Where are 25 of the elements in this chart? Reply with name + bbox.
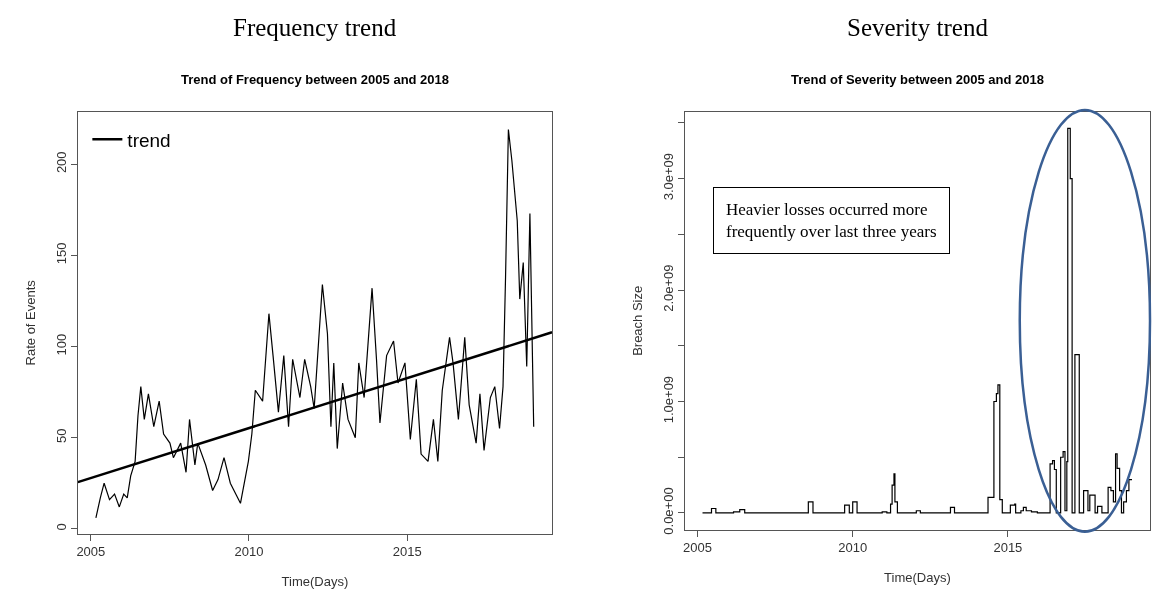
y-tick-label: 2.0e+09 — [660, 264, 676, 312]
chart-subtitle: Trend of Severity between 2005 and 2018 — [791, 72, 1044, 87]
chart-title: Severity trend — [847, 14, 989, 41]
y-tick-label: 3.0e+09 — [660, 152, 676, 201]
y-tick-label: 1.0e+09 — [660, 375, 676, 424]
x-tick-label: 2005 — [683, 540, 712, 556]
annotation: Heavier losses occurred more frequently over last three years — [726, 200, 937, 242]
chart-title: Frequency trend — [233, 14, 397, 41]
x-tick-label: 2015 — [392, 544, 422, 560]
legend-label: trend — [127, 129, 171, 151]
y-axis-title: Breach Size — [629, 285, 645, 356]
y-tick-label: 0.0e+00 — [660, 487, 676, 535]
x-axis-title: Time(Days) — [281, 573, 349, 589]
y-axis-title: Rate of Events — [22, 279, 38, 366]
x-tick-label: 2015 — [993, 540, 1023, 556]
x-axis-title: Time(Days) — [884, 569, 951, 585]
x-tick-label: 2010 — [838, 540, 868, 556]
y-tick-label: 150 — [53, 242, 69, 265]
y-tick-label: 0 — [53, 523, 69, 531]
y-tick-label: 50 — [53, 428, 69, 443]
y-tick-label: 100 — [53, 333, 69, 356]
x-tick-label: 2005 — [76, 544, 106, 560]
y-tick-label: 200 — [53, 151, 69, 174]
x-tick-label: 2010 — [234, 544, 264, 560]
chart-subtitle: Trend of Frequency between 2005 and 2018 — [181, 72, 450, 87]
